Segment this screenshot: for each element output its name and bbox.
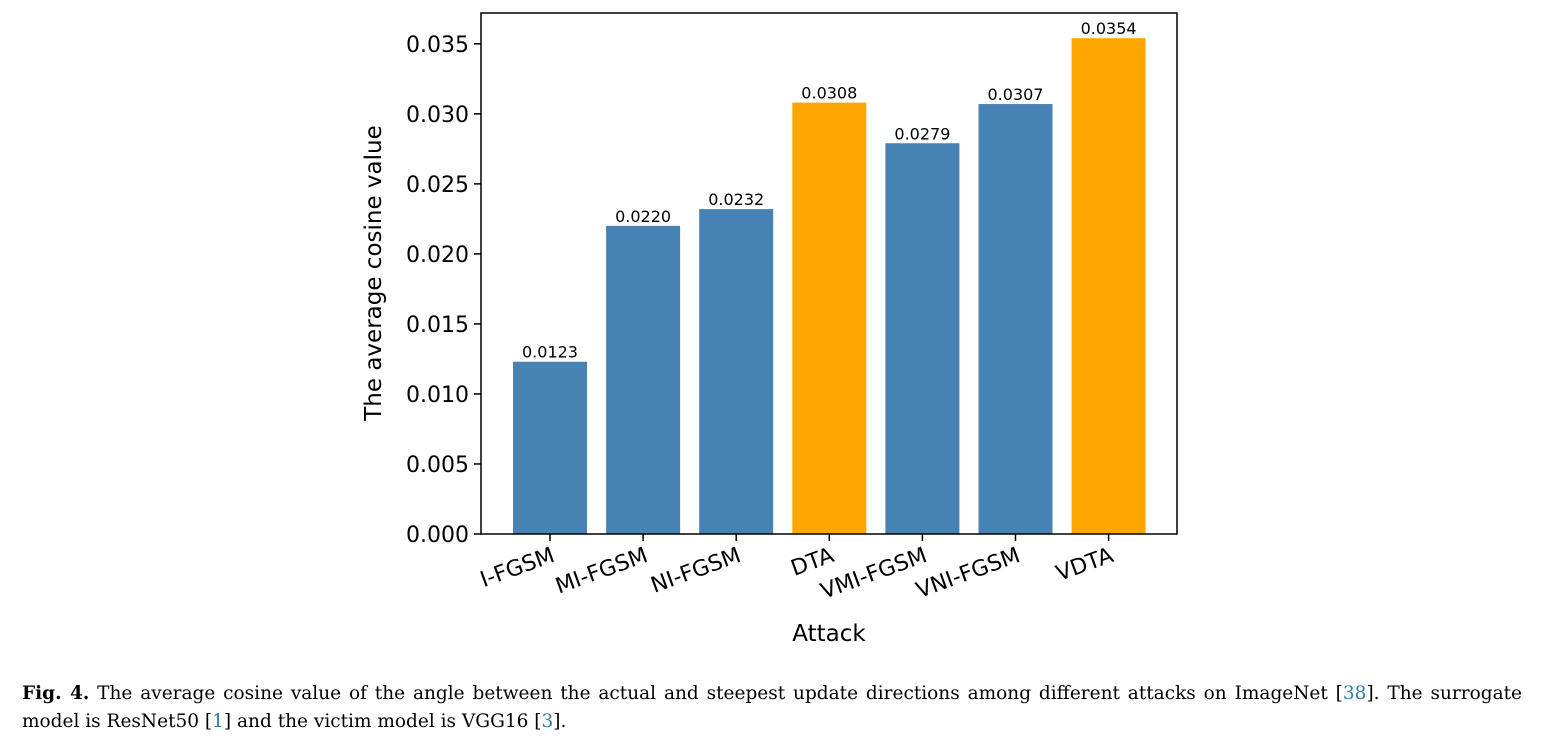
y-tick-label: 0.005 xyxy=(406,453,469,478)
caption-text-2: ]. The surrogate model is ResNet50 [ xyxy=(22,683,1522,732)
y-tick-label: 0.030 xyxy=(406,103,469,128)
bar-mi-fgsm xyxy=(606,225,681,534)
bars-layer: 0.0123 0.0220 0.0232 0.0308 0.0279 0.0307 0.03… xyxy=(513,19,1146,535)
y-tick-label: 0.025 xyxy=(406,173,469,198)
x-tick-label: NI-FGSM xyxy=(648,543,744,598)
figure-caption: Fig. 4. The average cosine value of the … xyxy=(22,680,1522,736)
y-tick-label: 0.020 xyxy=(406,243,469,268)
bar-dta xyxy=(792,102,867,535)
reference-link-1[interactable]: 1 xyxy=(212,711,224,732)
caption-text-4: ]. xyxy=(553,711,567,732)
bar-vmi-fgsm xyxy=(885,143,960,534)
caption-figure-label: Fig. 4. xyxy=(22,683,90,704)
x-tick-label: VDTA xyxy=(1053,543,1117,587)
y-tick-label: 0.010 xyxy=(406,383,469,408)
data-label: 0.0354 xyxy=(1081,19,1137,38)
bar-chart: 0.0123 0.0220 0.0232 0.0308 0.0279 0.0307 0.03… xyxy=(361,12,1178,647)
y-tick-label: 0.035 xyxy=(406,33,469,58)
x-axis-title: Attack xyxy=(792,621,866,647)
bar-ni-fgsm xyxy=(699,209,774,535)
chart-figure: 0.0123 0.0220 0.0232 0.0308 0.0279 0.0307 0.03… xyxy=(361,12,1178,647)
y-tick-label: 0.015 xyxy=(406,313,469,338)
data-label: 0.0308 xyxy=(801,84,857,103)
data-label: 0.0123 xyxy=(522,343,578,362)
y-axis-title: The average cosine value xyxy=(361,125,387,422)
data-label: 0.0220 xyxy=(615,207,671,226)
caption-text-3: ] and the victim model is VGG16 [ xyxy=(223,711,542,732)
data-label: 0.0307 xyxy=(988,85,1044,104)
bar-vni-fgsm xyxy=(978,104,1053,534)
x-tick-label: VNI-FGSM xyxy=(913,543,1024,604)
plot-frame xyxy=(480,12,1178,535)
x-tick-label: I-FGSM xyxy=(477,543,558,593)
bar-vdta xyxy=(1071,38,1146,534)
caption-text-1: The average cosine value of the angle be… xyxy=(89,683,1343,704)
x-tick-label: MI-FGSM xyxy=(552,543,651,599)
reference-link-38[interactable]: 38 xyxy=(1342,683,1367,704)
data-label: 0.0232 xyxy=(708,190,764,209)
x-tick-label: VMI-FGSM xyxy=(817,543,930,604)
reference-link-3[interactable]: 3 xyxy=(541,711,554,732)
y-tick-label: 0.000 xyxy=(406,523,469,548)
data-label: 0.0279 xyxy=(894,124,950,143)
bar-i-fgsm xyxy=(513,361,587,534)
